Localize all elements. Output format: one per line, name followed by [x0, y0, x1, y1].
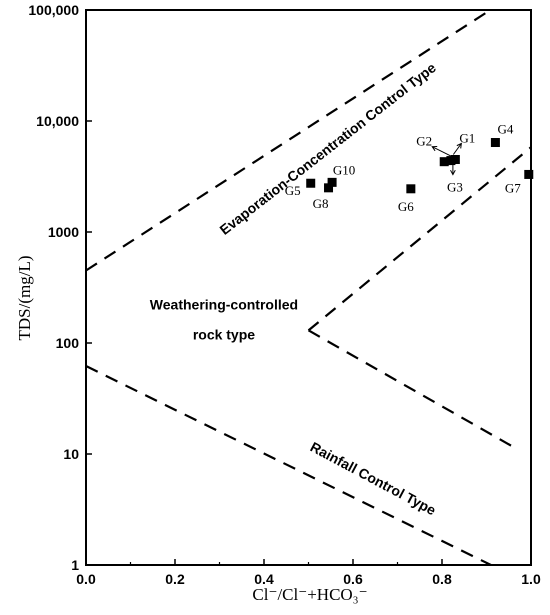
data-point — [406, 184, 416, 194]
callout-arrowhead — [450, 169, 456, 176]
plot-area-border — [85, 9, 532, 566]
data-points: G1 G2 G3 G4 G5 G6 G7 G8 G10 — [285, 122, 534, 214]
region-label: rock type — [193, 326, 255, 342]
data-point — [324, 183, 334, 193]
point-label: G7 — [505, 180, 521, 195]
x-tick-label: 0.0 — [76, 571, 96, 587]
point-label: G2 — [416, 134, 432, 149]
x-tick-label: 0.6 — [343, 571, 363, 587]
data-point — [327, 177, 337, 187]
point-label: G5 — [285, 183, 301, 198]
data-point — [439, 157, 449, 167]
x-axis-title: Cl⁻/Cl⁻+HCO₃⁻ — [252, 585, 367, 604]
point-label: G4 — [497, 122, 513, 137]
plot-frame — [85, 9, 532, 566]
data-point — [306, 178, 316, 188]
callout-arrow — [432, 146, 453, 158]
x-tick-label: 0.8 — [432, 571, 452, 587]
y-tick-label: 100 — [56, 335, 80, 351]
y-tick-label: 1 — [71, 557, 79, 573]
boundary-line — [85, 365, 492, 566]
point-label: G3 — [447, 180, 463, 195]
point-label: G10 — [333, 162, 355, 177]
callout-arrowhead — [456, 142, 462, 149]
axis-ticks: 0.0 0.2 0.4 0.6 0.8 1.0 1 10 100 1000 10,000 100,00… — [28, 2, 541, 587]
x-tick-label: 0.2 — [165, 571, 185, 587]
y-tick-label: 10 — [63, 446, 79, 462]
boundary-line — [307, 146, 532, 332]
region-label: Weathering-controlled — [150, 297, 298, 313]
x-tick-label: 1.0 — [521, 571, 541, 587]
point-label: G8 — [313, 196, 329, 211]
y-tick-label: 100,000 — [28, 2, 79, 18]
data-point — [490, 138, 500, 148]
data-point — [524, 169, 534, 179]
boundary-line — [307, 329, 519, 451]
point-label: G6 — [398, 199, 414, 214]
region-labels: Evaporation-Concentration Control TypeWe… — [150, 59, 439, 518]
point-label: G1 — [459, 130, 475, 145]
x-tick-label: 0.4 — [254, 571, 274, 587]
y-tick-label: 10,000 — [36, 113, 79, 129]
callout-arrowhead — [431, 146, 438, 152]
y-axis-title: TDS/(mg/L) — [15, 256, 34, 341]
boundary-line — [85, 11, 488, 272]
data-point — [446, 156, 456, 166]
callout-arrow — [452, 143, 462, 155]
y-tick-label: 1000 — [48, 224, 79, 240]
boundary-lines — [85, 11, 532, 566]
